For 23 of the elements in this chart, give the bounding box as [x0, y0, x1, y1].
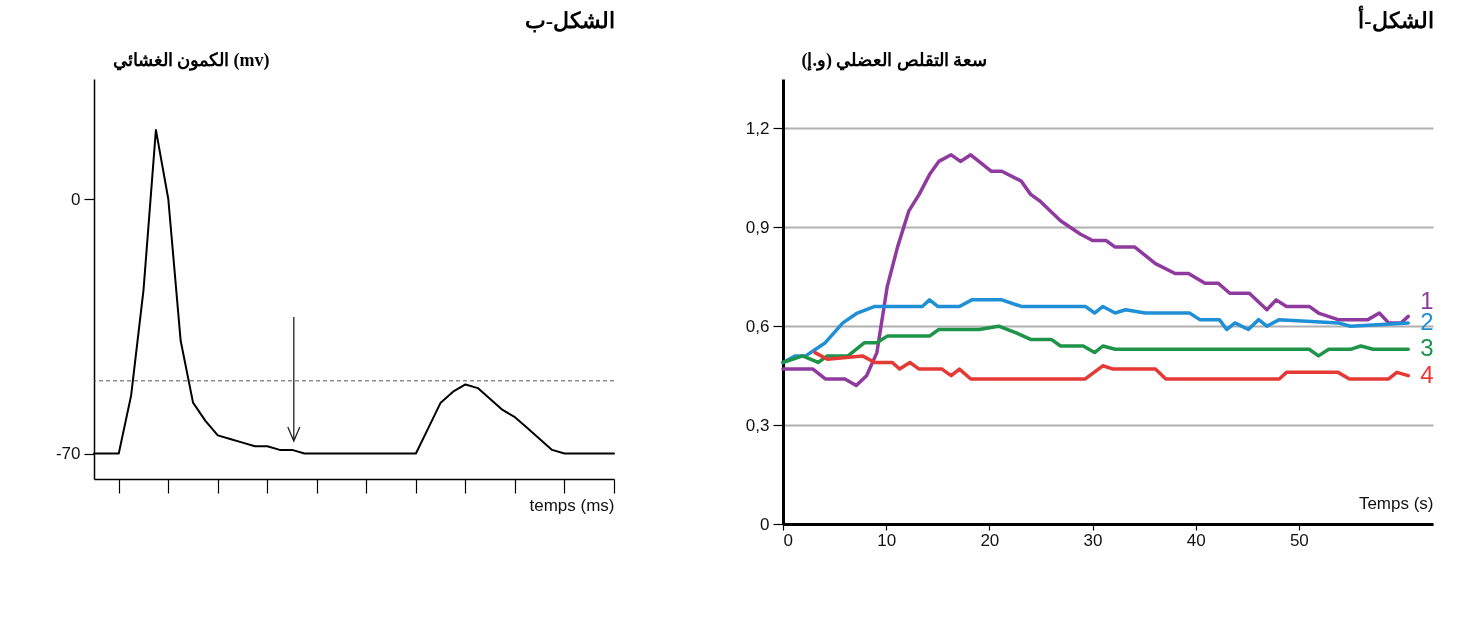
line-series	[781, 153, 1410, 388]
x-tick-label: 20	[980, 530, 1000, 550]
chart-title: الشكل-ب	[524, 8, 615, 33]
x-axis-title: Temps (s)	[1358, 493, 1434, 513]
x-tick-label: 50	[1289, 530, 1309, 550]
x-tick-label: 40	[1186, 530, 1206, 550]
line-series	[813, 350, 1410, 381]
line-series	[781, 324, 1410, 365]
y-axis-title: الكمون الغشائي (mv)	[112, 49, 270, 71]
x-tick-label: 10	[877, 530, 897, 550]
y-tick-label: 1,2	[745, 118, 770, 138]
x-tick-label: 0	[783, 530, 793, 550]
x-axis-title: temps (ms)	[529, 496, 615, 516]
y-tick-label: -70	[55, 444, 81, 464]
y-tick-label: 0,3	[745, 415, 770, 435]
series-label: 4	[1420, 360, 1434, 388]
y-tick-label: 0,6	[745, 316, 770, 336]
y-tick-label: 0	[760, 514, 770, 534]
y-tick-label: 0,9	[745, 217, 770, 237]
x-tick-label: 30	[1083, 530, 1103, 550]
chart-title: الشكل-أ	[1358, 5, 1434, 33]
series-label: 3	[1420, 334, 1434, 362]
y-axis-title: سعة التقلص العضلي (و.إ)	[801, 49, 988, 71]
